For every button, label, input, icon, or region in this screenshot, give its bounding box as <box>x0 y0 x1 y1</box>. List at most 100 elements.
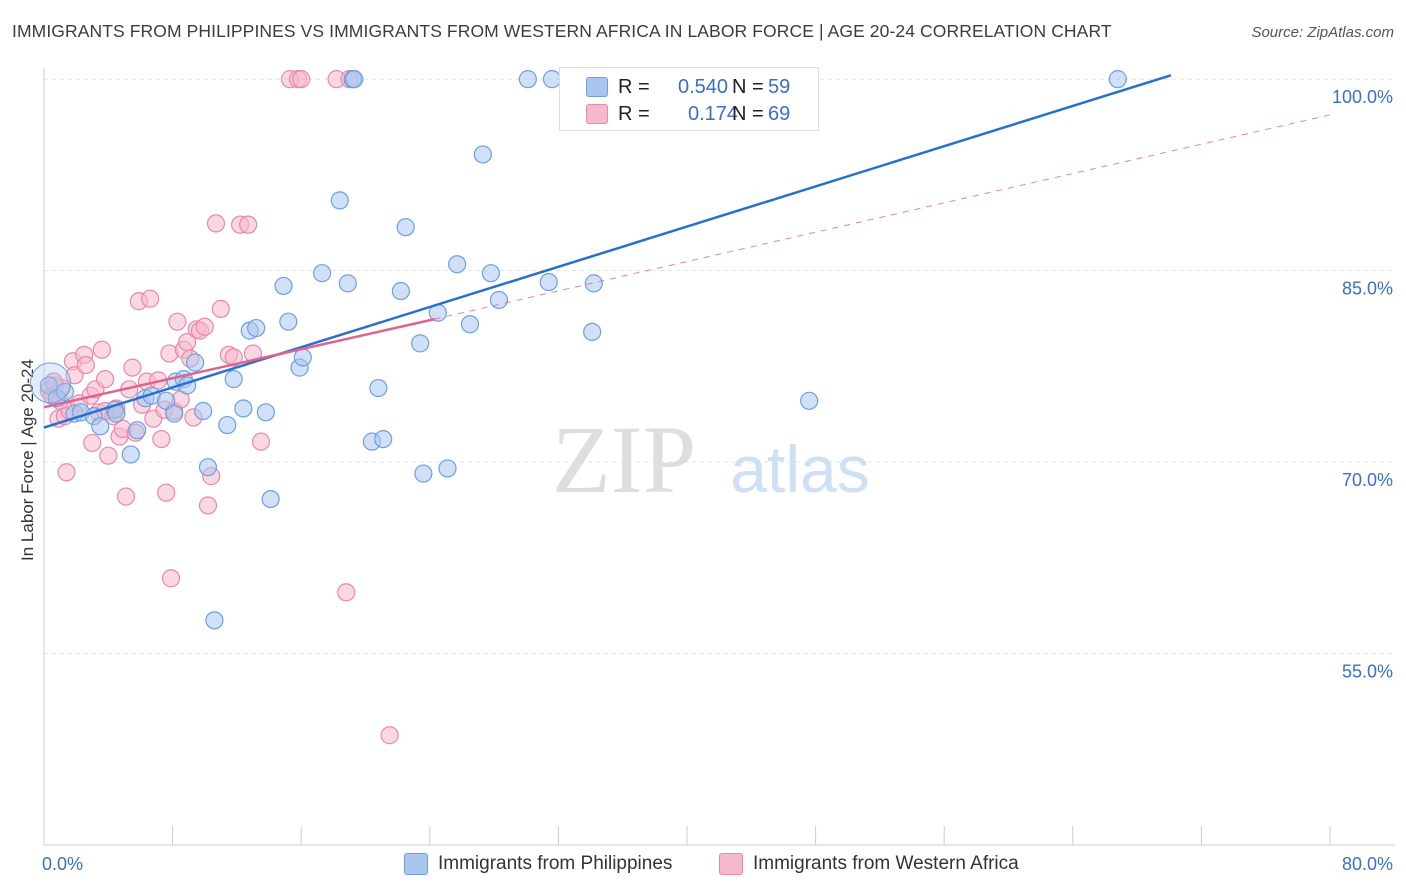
data-point <box>76 355 95 375</box>
legend-n-label: N = <box>732 75 764 98</box>
bottom-legend-label: Immigrants from Philippines <box>438 853 673 874</box>
watermark-zip: ZIP <box>552 406 696 513</box>
data-point <box>481 264 500 283</box>
data-point <box>95 370 115 389</box>
legend-r-value: 0.174 <box>688 102 739 125</box>
data-point <box>256 403 275 422</box>
chart-title: IMMIGRANTS FROM PHILIPPINES VS IMMIGRANT… <box>12 21 1112 41</box>
data-point <box>234 399 253 418</box>
data-point <box>83 433 102 453</box>
data-point <box>186 353 205 372</box>
legend-n-value: 59 <box>768 75 791 98</box>
gridlines <box>44 78 1395 655</box>
watermark-atlas: atlas <box>730 432 869 506</box>
y-tick-label: 70.0% <box>1342 470 1393 490</box>
data-point <box>205 611 224 630</box>
data-point <box>91 417 110 436</box>
data-point <box>380 726 399 745</box>
data-point <box>128 421 147 440</box>
trend-extension-western-africa <box>434 114 1331 320</box>
legend-n-label: N = <box>732 102 764 125</box>
legend: R = 0.540 N = 59 R = 0.174 N = 69 <box>559 67 819 131</box>
data-point <box>411 334 430 353</box>
cluster-point <box>29 362 71 404</box>
data-point <box>312 264 332 283</box>
data-point <box>116 487 136 506</box>
data-point <box>261 489 280 509</box>
data-point <box>168 312 187 331</box>
data-point <box>198 458 218 477</box>
legend-swatch-pink <box>586 104 608 124</box>
data-point <box>330 191 349 210</box>
data-point <box>274 276 293 296</box>
data-point <box>448 255 467 274</box>
data-point <box>121 445 140 464</box>
data-point <box>396 218 415 237</box>
data-point <box>1108 70 1127 89</box>
data-point <box>239 215 258 234</box>
data-point <box>195 317 214 336</box>
data-point <box>140 289 160 308</box>
data-point <box>218 415 237 435</box>
legend-r-label: R = <box>618 75 650 98</box>
data-point <box>224 348 243 367</box>
data-point <box>194 401 213 421</box>
data-point <box>99 446 118 465</box>
source-label: Source: ZipAtlas.com <box>1251 24 1394 41</box>
data-point <box>369 378 388 398</box>
tick-labels: 55.0% 70.0% 85.0% 100.0% 0.0% 80.0% <box>42 87 1393 874</box>
data-point <box>338 274 357 293</box>
data-point <box>391 281 410 301</box>
data-point <box>473 145 492 164</box>
trend-line-philippines <box>43 74 1172 429</box>
data-point <box>292 70 311 89</box>
data-point <box>224 370 243 389</box>
legend-swatch-blue <box>586 77 608 97</box>
data-point <box>438 459 457 478</box>
bottom-legend-swatch-blue <box>404 853 428 875</box>
data-point <box>206 214 226 233</box>
y-tick-label: 55.0% <box>1342 662 1393 682</box>
legend-n-value: 69 <box>768 102 791 125</box>
data-point <box>157 483 176 502</box>
data-point <box>584 274 603 293</box>
bottom-legend-label: Immigrants from Western Africa <box>753 853 1019 874</box>
legend-r-value: 0.540 <box>678 75 729 98</box>
data-point <box>92 340 111 359</box>
data-point <box>374 429 393 449</box>
data-point <box>337 583 356 602</box>
data-point <box>123 358 142 377</box>
legend-r-label: R = <box>618 102 650 125</box>
data-point <box>345 70 364 89</box>
data-point <box>165 404 184 423</box>
data-point <box>489 290 509 310</box>
x-tick-label: 80.0% <box>1342 854 1393 874</box>
bottom-legend-western-africa: Immigrants from Western Africa <box>719 852 1019 876</box>
data-point <box>251 432 271 451</box>
data-point <box>414 464 433 483</box>
data-point <box>800 391 819 410</box>
data-point <box>198 496 218 515</box>
data-point <box>279 312 298 331</box>
data-point <box>57 463 76 482</box>
bottom-legend-philippines: Immigrants from Philippines <box>404 852 672 876</box>
y-tick-label: 100.0% <box>1332 87 1393 107</box>
data-point <box>152 429 171 449</box>
y-tick-label: 85.0% <box>1342 279 1393 299</box>
bottom-legend-swatch-pink <box>719 853 743 875</box>
trend-line-western-africa <box>43 317 435 409</box>
data-point <box>583 322 602 341</box>
data-point <box>542 70 562 89</box>
trend-lines <box>43 74 1331 429</box>
data-point <box>211 299 230 319</box>
data-point <box>247 318 266 338</box>
data-point <box>460 315 480 334</box>
data-point <box>518 70 537 89</box>
series-philippines-points <box>29 70 1127 630</box>
x-tick-label: 0.0% <box>42 854 83 874</box>
data-point <box>539 272 558 292</box>
axes <box>43 68 1395 846</box>
data-point <box>161 569 181 588</box>
data-point <box>55 382 74 401</box>
